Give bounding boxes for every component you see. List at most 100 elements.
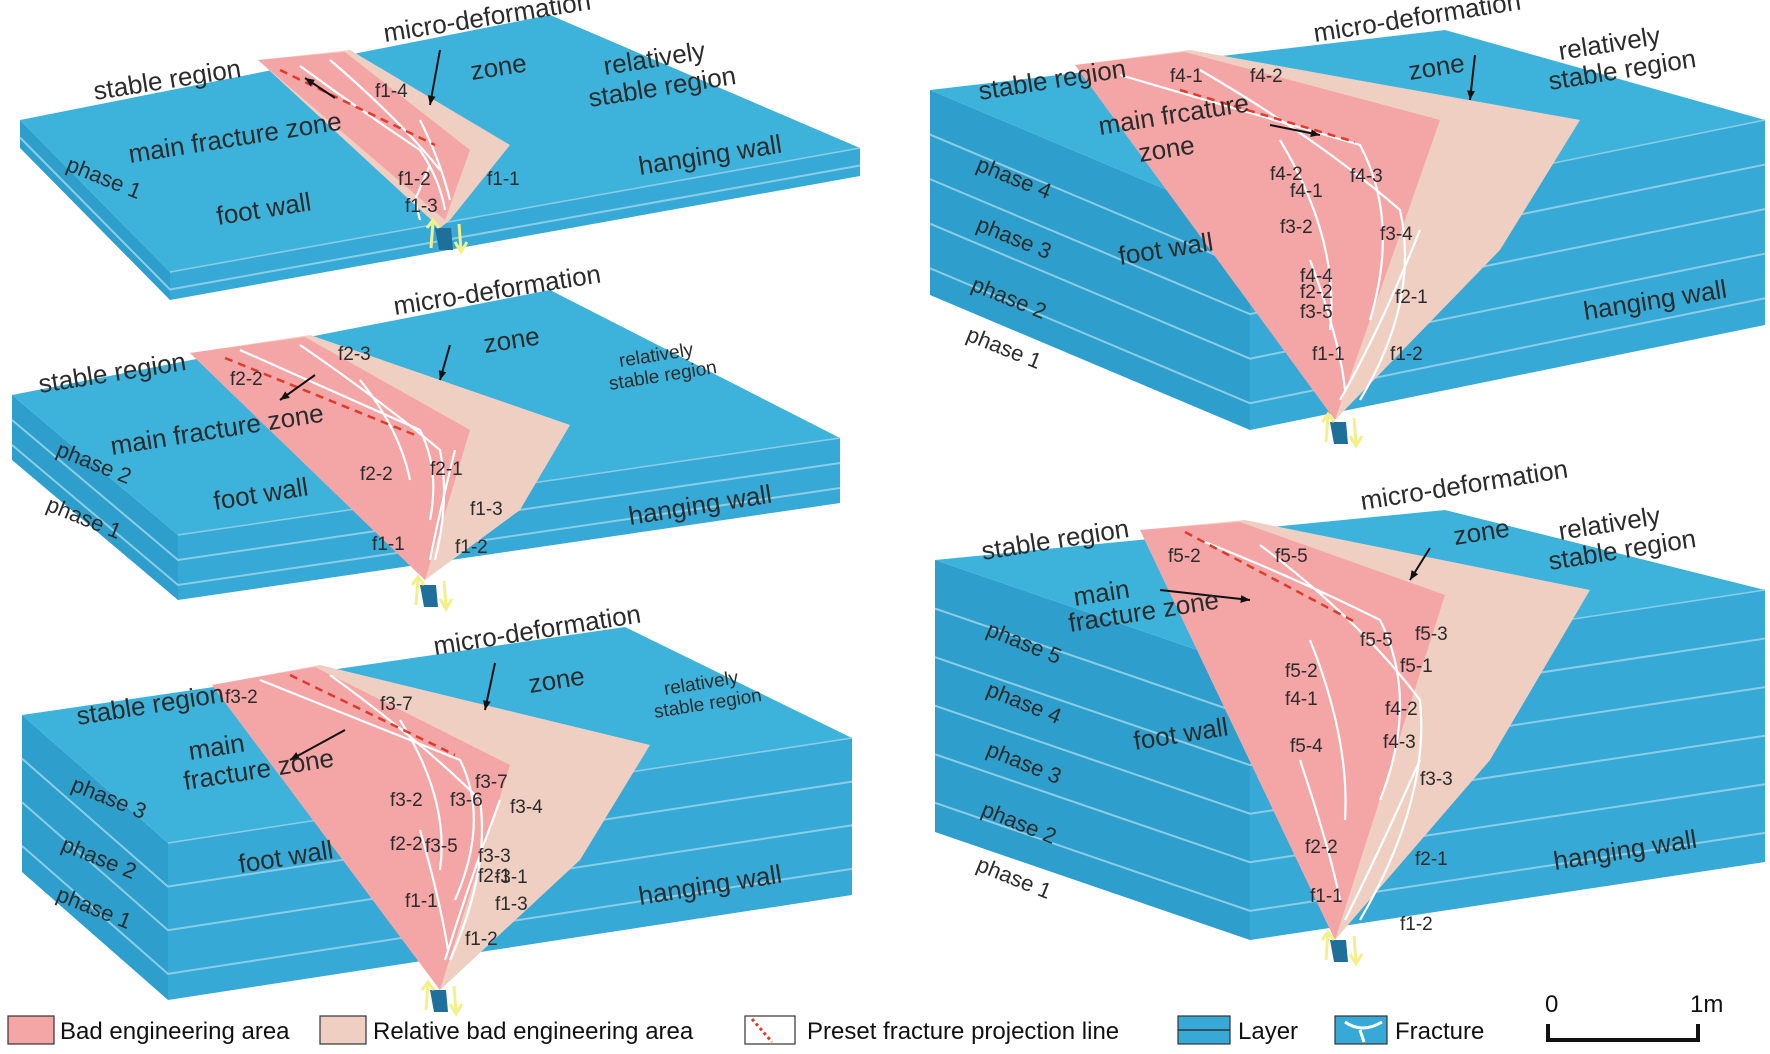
fracture-label: f4-2 [1250,66,1283,87]
fracture-crack [1199,69,1407,401]
fault-arrow-up-icon [1320,929,1336,961]
fracture-label: f2-3 [338,344,371,365]
fracture-label: f3-2 [390,790,423,811]
label-micro-deformation: micro-deformation [1358,454,1570,516]
layer-boundary-line [929,222,1766,360]
annotation-arrowhead [427,95,436,105]
annotation-arrowhead [1467,90,1475,100]
bad-engineering-area [190,337,470,580]
legend: Bad engineering area Relative bad engine… [7,991,1723,1045]
legend-fracture-icon [1344,1020,1383,1043]
annotation-arrow [429,49,441,106]
fracture-label: f1-1 [1312,344,1345,365]
fracture-label: f3-2 [225,687,258,708]
fracture-label: f5-2 [1168,546,1201,567]
fracture-label: f1-1 [487,169,520,190]
scale-bar-line [1546,1024,1700,1042]
fault-arrow-up-icon [1320,411,1336,443]
layer-boundary-line [934,704,1766,815]
fracture-label: f3-4 [1380,224,1413,245]
fracture-label: f3-1 [495,867,528,888]
fracture-label: f4-4 [1300,266,1333,287]
fracture-label: f1-3 [495,894,528,915]
fracture-label: f2-1 [430,459,463,480]
block-left-face [935,560,1250,940]
preset-fracture-projection-line [279,68,436,147]
annotation-arrowhead [1240,595,1250,603]
fracture-label: f4-3 [1350,166,1383,187]
fracture-label: f1-2 [465,929,498,950]
fault-plane [1330,940,1348,962]
block-front-face [178,438,840,600]
fracture-crack [1298,759,1342,901]
fracture-crack [1279,139,1333,331]
fault-arrow-down-icon [448,985,464,1017]
fault-plane [1330,422,1348,444]
fracture-crack [419,119,452,201]
preset-fracture-projection-line [1184,530,1356,624]
legend-label-fracture: Fracture [1395,1018,1484,1045]
fracture-label: f5-2 [1285,661,1318,682]
fracture-label: f4-2 [1270,164,1303,185]
layer-boundary-line [11,444,841,587]
fracture-crack [1339,229,1422,401]
layer-boundary-line [934,753,1766,864]
fracture-crack [329,674,484,961]
fault-arrow-down-icon [453,223,469,255]
fracture-label: f2-2 [1300,282,1333,303]
fracture-label: f2-2 [1305,837,1338,858]
annotation-arrowhead [483,700,491,710]
fracture-label: f4-1 [1290,181,1323,202]
layer-boundary-line [21,845,853,975]
fracture-label: f3-5 [425,836,458,857]
preset-fracture-projection-line [224,356,416,437]
annotation-arrowhead [280,391,290,400]
fracture-crack [359,379,412,481]
legend-label-bad-area: Bad engineering area [60,1018,290,1045]
fracture-label: f3-7 [475,772,508,793]
fracture-label: f3-3 [478,846,511,867]
annotation-arrowhead [1410,570,1419,580]
fault-plane [420,585,438,607]
fracture-label: f3-7 [380,694,413,715]
fracture-label: f5-1 [1400,656,1433,677]
fracture-label: f1-2 [455,537,488,558]
annotation-arrowhead [438,370,447,380]
fracture-crack [299,65,447,211]
layer-boundary-line [929,267,1766,405]
fracture-label: f3-2 [1280,217,1313,238]
legend-label-preset-line: Preset fracture projection line [807,1018,1119,1045]
fault-arrow-up-icon [410,574,426,606]
fault-arrow-down-icon [438,580,454,612]
fracture-label: f5-5 [1275,546,1308,567]
fracture-crack [1308,259,1347,391]
scale-bar-start-label: 0 [1545,991,1558,1018]
fracture-label: f5-4 [1290,736,1323,757]
annotation-arrowhead [305,78,315,87]
bad-engineering-area [1075,52,1440,420]
fracture-label: f1-1 [405,891,438,912]
fracture-label: f5-5 [1360,630,1393,651]
fracture-label: f1-4 [375,81,408,102]
bad-engineering-area [1140,522,1445,940]
legend-swatch-relative-bad-area [319,1015,367,1045]
layer-boundary-line [934,801,1766,912]
fracture-crack [259,678,475,901]
fracture-label: f4-1 [1285,689,1318,710]
annotation-arrow [289,729,346,761]
fault-arrow-down-icon [1348,935,1364,967]
fault-plane [430,990,448,1012]
fracture-label: f1-3 [470,499,503,520]
fracture-label: f1-2 [1400,914,1433,935]
bad-engineering-area [258,52,470,220]
fracture-label: f5-3 [1415,624,1448,645]
annotation-arrowhead [290,752,300,760]
fracture-label: f2-2 [230,369,263,390]
fracture-label: f2-2 [390,834,423,855]
fracture-label: f3-4 [510,797,543,818]
legend-swatch-bad-area [7,1015,55,1045]
fracture-label: f4-1 [1170,66,1203,87]
